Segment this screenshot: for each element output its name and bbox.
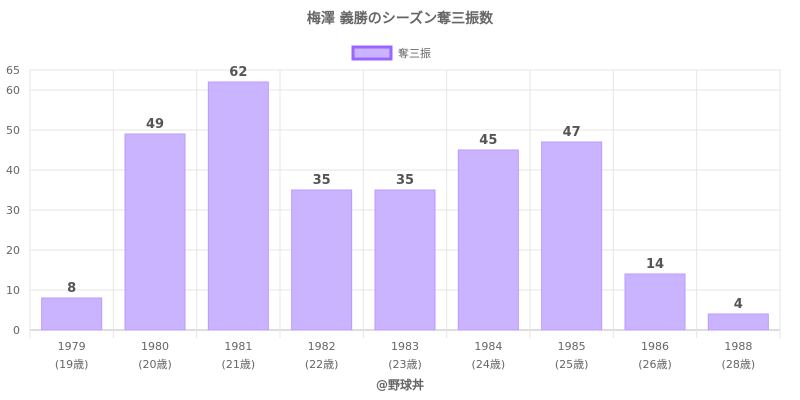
x-tick-label: 1979 [58, 340, 86, 353]
data-labels: 8 49 62 35 35 45 47 14 4 [67, 65, 743, 312]
data-label: 47 [563, 125, 581, 140]
legend-swatch [351, 45, 393, 61]
x-tick-sublabel: (19歳) [55, 358, 89, 371]
bar [41, 297, 103, 331]
bar [707, 313, 769, 331]
x-axis-labels: 1979 (19歳) 1980 (20歳) 1981 (21歳) 1982 (22歳) 1983… [55, 340, 755, 371]
bar [624, 273, 686, 331]
x-tick-label: 1980 [141, 340, 169, 353]
bar [207, 81, 269, 331]
data-label: 35 [313, 173, 331, 188]
y-tick-label: 20 [6, 244, 20, 257]
y-axis-labels: 0 10 20 30 40 50 60 65 [6, 64, 20, 337]
x-tick-label: 1982 [308, 340, 336, 353]
y-tick-label: 50 [6, 124, 20, 137]
x-tick-sublabel: (25歳) [555, 358, 589, 371]
data-label: 62 [229, 65, 247, 80]
bar [374, 189, 436, 331]
y-tick-label: 10 [6, 284, 20, 297]
data-label: 8 [67, 281, 76, 296]
x-tick-sublabel: (28歳) [722, 358, 756, 371]
data-label: 35 [396, 173, 414, 188]
y-tick-label: 60 [6, 84, 20, 97]
x-tick-sublabel: (20歳) [138, 358, 172, 371]
data-label: 4 [734, 297, 743, 312]
data-label: 45 [479, 133, 497, 148]
x-tick-sublabel: (22歳) [305, 358, 339, 371]
x-tick-sublabel: (26歳) [638, 358, 672, 371]
bar [541, 141, 603, 331]
x-tick-label: 1981 [224, 340, 252, 353]
grid [29, 69, 781, 338]
x-tick-label: 1985 [558, 340, 586, 353]
x-tick-label: 1986 [641, 340, 669, 353]
y-tick-label: 0 [13, 324, 20, 337]
x-tick-label: 1988 [724, 340, 752, 353]
y-tick-label: 40 [6, 164, 20, 177]
x-tick-sublabel: (24歳) [472, 358, 506, 371]
chart-title: 梅澤 義勝のシーズン奪三振数 [307, 10, 494, 27]
bars [41, 81, 769, 331]
legend-label: 奪三振 [398, 46, 431, 60]
x-tick-label: 1983 [391, 340, 419, 353]
x-tick-sublabel: (21歳) [222, 358, 256, 371]
data-label: 14 [646, 257, 664, 272]
data-label: 49 [146, 117, 164, 132]
bar [457, 149, 519, 331]
bar [124, 133, 186, 331]
footer-credit: @野球丼 [376, 377, 424, 392]
bar [291, 189, 353, 331]
y-tick-label: 30 [6, 204, 20, 217]
y-tick-label: 65 [6, 64, 20, 77]
x-tick-sublabel: (23歳) [388, 358, 422, 371]
legend[interactable]: 奪三振 [351, 45, 431, 61]
x-tick-label: 1984 [474, 340, 502, 353]
